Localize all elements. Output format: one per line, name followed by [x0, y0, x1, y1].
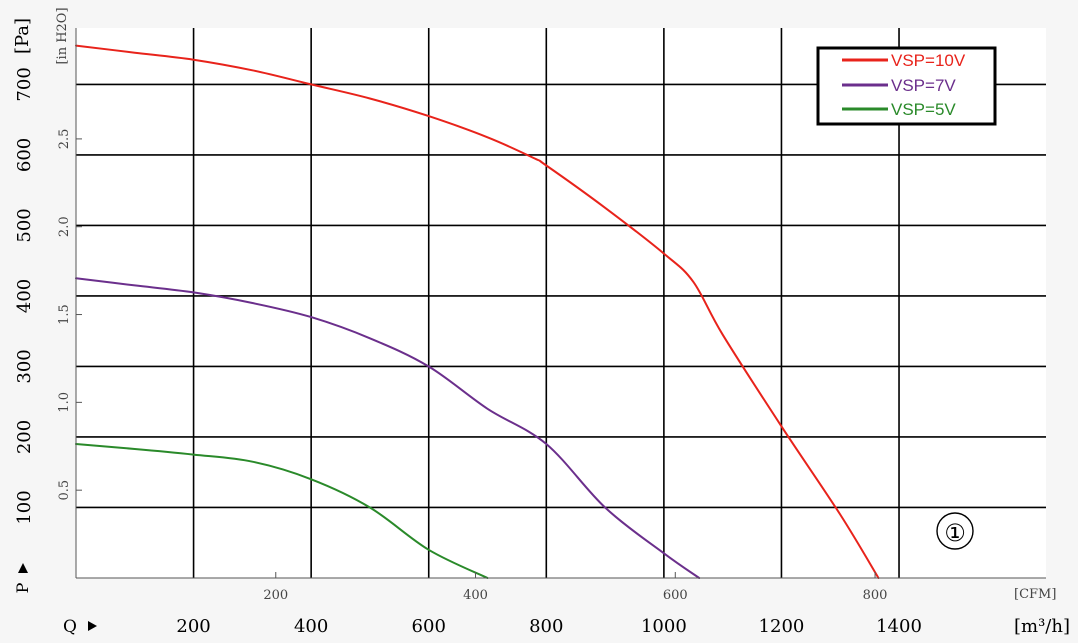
x-tick-label-m3h-400: 400 — [294, 616, 328, 637]
x-tick-label-cfm-400: 400 — [463, 588, 488, 603]
legend-label-vsp5: VSP=5V — [891, 100, 956, 119]
grid — [76, 28, 1046, 578]
curve-marker: ① — [944, 519, 966, 547]
y-tick-label-pa-200: 200 — [14, 420, 35, 454]
series-line-vsp7v — [75, 277, 701, 579]
y-axis-arrow-icon — [18, 563, 28, 573]
x-tick-label-m3h-600: 600 — [412, 616, 446, 637]
legend: VSP=10V VSP=7V VSP=5V — [816, 46, 997, 126]
x-axis-arrow-icon — [88, 621, 97, 631]
y-tick-label-pa-600: 600 — [14, 138, 35, 172]
legend-label-vsp7: VSP=7V — [891, 76, 956, 95]
axes: 100 200 300 400 500 600 700 0.5 1.0 1.5 2.0 2.5 200 4… — [14, 28, 1046, 637]
y-tick-label-pa-400: 400 — [14, 279, 35, 313]
legend-label-vsp10: VSP=10V — [891, 51, 966, 70]
x-axis-unit-m3h: [m³/h] — [1014, 616, 1070, 637]
curve-marker-circle — [936, 512, 974, 550]
series-line-vsp5v — [75, 443, 489, 579]
y-tick-label-inh2o-1.5: 1.5 — [57, 304, 72, 325]
y-tick-label-inh2o-0.5: 0.5 — [57, 480, 72, 501]
curves — [75, 44, 880, 579]
x-tick-label-m3h-800: 800 — [529, 616, 563, 637]
x-axis-unit-cfm: [CFM] — [1014, 587, 1056, 602]
x-tick-label-cfm-800: 800 — [863, 588, 888, 603]
x-tick-label-cfm-200: 200 — [263, 588, 288, 603]
y-tick-label-inh2o-2.0: 2.0 — [57, 216, 72, 237]
x-tick-label-m3h-200: 200 — [176, 616, 210, 637]
x-tick-label-m3h-1200: 1200 — [759, 616, 805, 637]
series-line-vsp10v — [75, 44, 880, 579]
y-axis-unit-inh2o: [in H2O] — [55, 7, 70, 64]
x-tick-label-m3h-1400: 1400 — [876, 616, 922, 637]
y-tick-label-inh2o-2.5: 2.5 — [57, 129, 72, 150]
y-tick-label-pa-100: 100 — [14, 490, 35, 524]
y-tick-label-inh2o-1.0: 1.0 — [57, 392, 72, 413]
y-axis-symbol-p: P — [13, 582, 32, 593]
x-tick-label-m3h-1000: 1000 — [641, 616, 687, 637]
y-axis-unit-pa: [Pa] — [12, 18, 33, 54]
x-axis-symbol-q: Q — [63, 617, 77, 637]
y-tick-label-pa-500: 500 — [14, 208, 35, 242]
y-tick-label-pa-300: 300 — [14, 349, 35, 383]
x-tick-label-cfm-600: 600 — [663, 588, 688, 603]
y-tick-label-pa-700: 700 — [14, 67, 35, 101]
